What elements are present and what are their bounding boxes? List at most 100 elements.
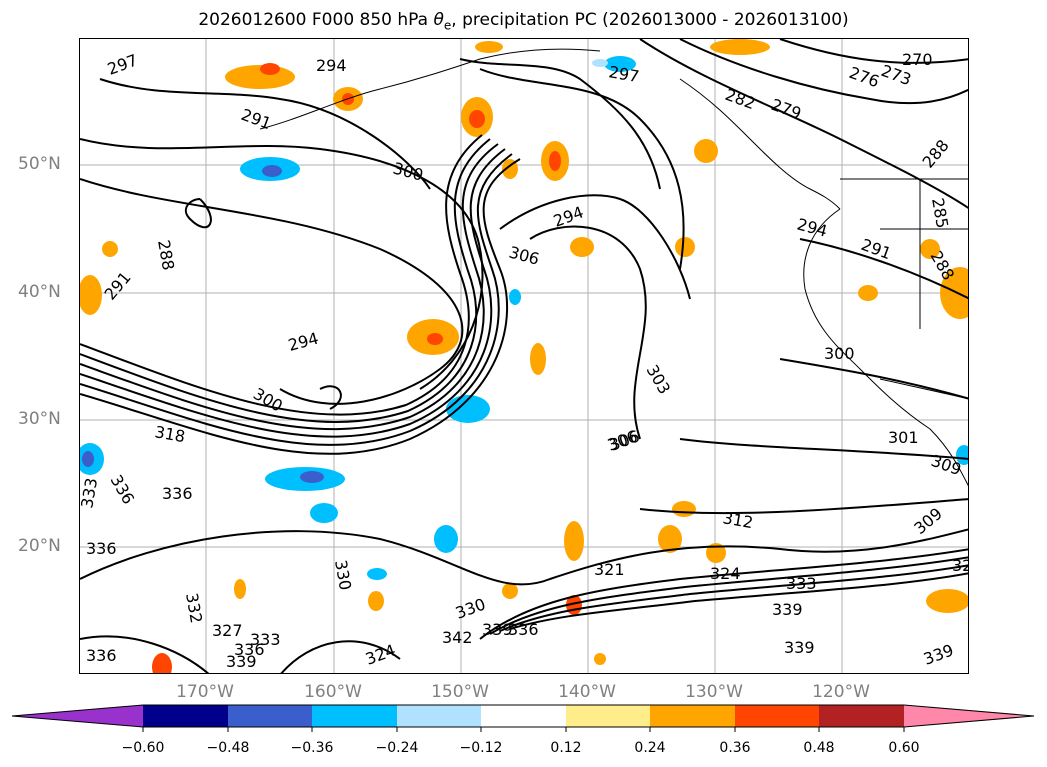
contour-label: 288 — [919, 136, 953, 172]
theta-symbol: θ — [433, 10, 444, 30]
precip-positive-core — [427, 333, 443, 345]
contour-label: 297 — [607, 62, 640, 86]
precip-negative-blob — [310, 503, 338, 523]
colorbar-bin — [481, 705, 566, 727]
lon-label-170w: 170°W — [176, 682, 234, 702]
colorbar-segments — [12, 705, 1034, 727]
contour-line — [99, 78, 431, 190]
contour-line — [184, 198, 212, 229]
precip-positive-blob — [594, 653, 606, 665]
colorbar-tick-label: −0.60 — [122, 740, 165, 756]
precip-negative-core — [262, 165, 282, 177]
contour-label: 291 — [101, 268, 135, 304]
contour-label: 291 — [239, 105, 274, 133]
precip-positive-blob — [672, 501, 696, 517]
colorbar-extend-low — [12, 705, 143, 727]
contour-label: 301 — [888, 428, 919, 447]
theta-subscript: e — [443, 18, 452, 33]
contour-label: 336 — [86, 646, 117, 665]
precip-positive-blob — [234, 579, 246, 599]
precip-positive-core — [549, 151, 561, 171]
contour-line — [80, 134, 483, 416]
contour-label: 291 — [859, 235, 894, 263]
contour-label: 324 — [710, 564, 741, 583]
contour-label: 336 — [86, 539, 117, 558]
map-canvas: 297 294 291 300 294 306 288 291 294 300 … — [80, 39, 969, 673]
contour-line — [799, 238, 968, 300]
colorbar-bin — [228, 705, 312, 727]
precip-positive-core — [260, 63, 280, 75]
precip-negative-blob — [956, 445, 968, 465]
contour-line — [459, 58, 661, 190]
contour-label: 300 — [391, 159, 425, 185]
coastline-alaska — [259, 48, 601, 130]
contour-label: 336 — [162, 484, 193, 503]
precip-positive-blob — [225, 65, 295, 89]
lon-label-150w: 150°W — [431, 682, 489, 702]
contour-label: 339 — [772, 600, 803, 619]
colorbar-tick-label: 0.36 — [719, 740, 750, 756]
contour-label: 333 — [786, 574, 817, 593]
coastline-us-west — [803, 208, 968, 487]
contour-label: 309 — [910, 504, 946, 538]
contour-label: 288 — [154, 238, 178, 271]
colorbar-tick-label: −0.36 — [291, 740, 334, 756]
precip-positive-blob — [475, 41, 503, 53]
lon-label-160w: 160°W — [304, 682, 362, 702]
precip-negative-core — [82, 451, 94, 467]
precip-positive-blob — [80, 275, 102, 315]
precip-negative-blob — [434, 525, 458, 553]
contour-label: 303 — [643, 362, 675, 398]
colorbar-bin — [312, 705, 397, 727]
colorbar-tick-label: 0.12 — [550, 740, 581, 756]
colorbar-tick-label: 0.60 — [888, 740, 919, 756]
figure-title: 2026012600 F000 850 hPa θe, precipitatio… — [198, 10, 849, 33]
colorbar-extend-high — [904, 705, 1034, 727]
contour-label: 312 — [721, 508, 754, 532]
contour-line — [80, 528, 968, 586]
contour-line — [779, 358, 968, 400]
contour-label: 336 — [234, 640, 265, 659]
border-us-mexico — [879, 378, 968, 400]
contour-label: 339 — [921, 640, 956, 668]
contour-line — [80, 138, 491, 423]
contour-line — [779, 39, 968, 64]
contour-label: 339 — [226, 652, 257, 671]
contour-line — [639, 498, 968, 515]
contour-label: 294 — [795, 215, 829, 241]
colorbar-bin — [735, 705, 819, 727]
contour-label: 282 — [723, 85, 758, 113]
precip-positive-blob — [502, 583, 518, 599]
contour-label: 333 — [80, 476, 101, 509]
colorbar-bin — [566, 705, 650, 727]
colorbar-tick-label: −0.12 — [460, 740, 503, 756]
precip-positive-blob — [564, 521, 584, 561]
contour-label: 342 — [442, 628, 473, 647]
colorbar-tick-label: −0.48 — [207, 740, 250, 756]
contour-label: 339 — [482, 620, 513, 639]
contour-labels: 297 294 291 300 294 306 288 291 294 300 … — [80, 50, 969, 671]
lon-label-130w: 130°W — [685, 682, 743, 702]
contour-line — [529, 225, 647, 440]
precip-positive-blob — [530, 343, 546, 375]
precip-negative-blob — [509, 289, 521, 305]
colorbar-outline — [11, 704, 1035, 728]
contour-line — [499, 194, 691, 300]
precip-positive-blob — [694, 139, 718, 163]
contour-line — [479, 68, 685, 270]
contour-label: 32 — [952, 556, 969, 575]
precip-positive-blob — [570, 237, 594, 257]
precip-negative-blob — [592, 59, 608, 67]
contour-label: 333 — [250, 630, 281, 649]
contour-label: 270 — [902, 50, 933, 69]
contour-line — [679, 438, 968, 460]
coastline-bc — [679, 78, 841, 210]
precip-positive-blob — [152, 653, 172, 673]
contour-label: 339 — [784, 638, 815, 657]
contour-line — [80, 153, 513, 446]
lon-label-120w: 120°W — [812, 682, 870, 702]
theta-e-contours — [80, 39, 968, 673]
lat-label-50n: 50°N — [18, 154, 61, 174]
colorbar-tick-labels: −0.60 −0.48 −0.36 −0.24 −0.12 0.12 0.24 … — [122, 740, 920, 756]
colorbar-bin — [650, 705, 735, 727]
